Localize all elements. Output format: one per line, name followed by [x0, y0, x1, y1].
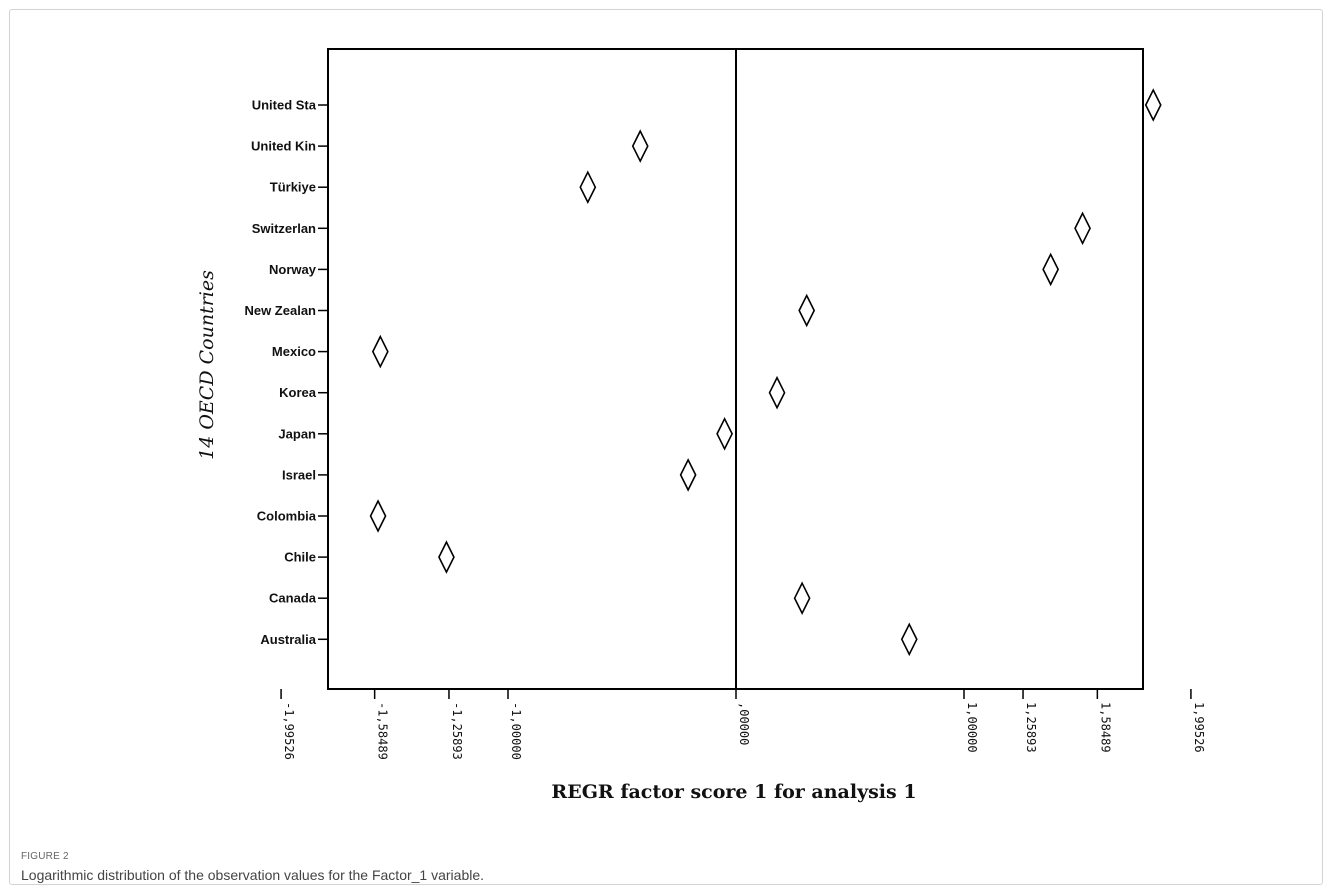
y-tick-label: Chile — [284, 550, 316, 565]
data-point-diamond — [716, 417, 733, 451]
figure-caption: Logarithmic distribution of the observat… — [21, 867, 485, 883]
data-point-diamond — [1144, 88, 1162, 122]
data-point-diamond — [798, 293, 816, 328]
x-tick-label: 1,58489 — [1098, 702, 1112, 753]
data-point-diamond — [679, 458, 697, 492]
x-tick-label: 1,00000 — [965, 702, 979, 753]
x-axis-title: REGR factor score 1 for analysis 1 — [551, 781, 916, 803]
data-point-diamond — [1042, 252, 1060, 287]
data-point-diamond — [369, 499, 387, 533]
y-tick-label: United Sta — [252, 98, 317, 113]
y-axis-title: 14 OECD Countries — [196, 270, 218, 460]
y-tick-label: Japan — [278, 426, 316, 441]
data-point-diamond — [900, 622, 918, 657]
x-tick-label: -1,58489 — [376, 702, 390, 760]
y-tick-label: Türkiye — [270, 180, 316, 195]
figure-card: United Sta United Kin Türkiye Switzerlan Nor… — [9, 9, 1323, 885]
x-tick-label: -1,99526 — [282, 702, 296, 760]
y-tick-label: New Zealan — [244, 303, 316, 318]
y-tick-label: Switzerlan — [252, 221, 316, 236]
x-tick-label: -1,00000 — [509, 702, 523, 760]
y-tick-label: Korea — [279, 385, 317, 400]
x-tick-label: ,00000 — [737, 702, 751, 745]
data-point-diamond — [579, 170, 597, 204]
y-tick-label: Canada — [269, 591, 317, 606]
x-tick-label: 1,25893 — [1024, 702, 1038, 753]
data-point-diamond — [1074, 211, 1091, 246]
data-point-diamond — [438, 540, 455, 574]
x-tick-label: 1,99526 — [1192, 702, 1206, 753]
data-point-diamond — [631, 129, 649, 163]
y-tick-label: Australia — [260, 632, 316, 647]
y-tick-label: Israel — [282, 467, 316, 482]
y-tick-label: United Kin — [251, 139, 316, 154]
data-point-diamond — [793, 581, 811, 615]
y-tick-label: Norway — [269, 262, 317, 277]
x-tick-label: -1,25893 — [450, 702, 464, 760]
y-tick-label: Mexico — [272, 344, 316, 359]
scatter-chart: United Sta United Kin Türkiye Switzerlan Nor… — [196, 48, 1206, 803]
data-point-diamond — [768, 375, 786, 410]
data-point-diamond — [371, 334, 389, 369]
y-tick-label: Colombia — [257, 509, 317, 524]
figure-label: FIGURE 2 — [21, 851, 69, 862]
